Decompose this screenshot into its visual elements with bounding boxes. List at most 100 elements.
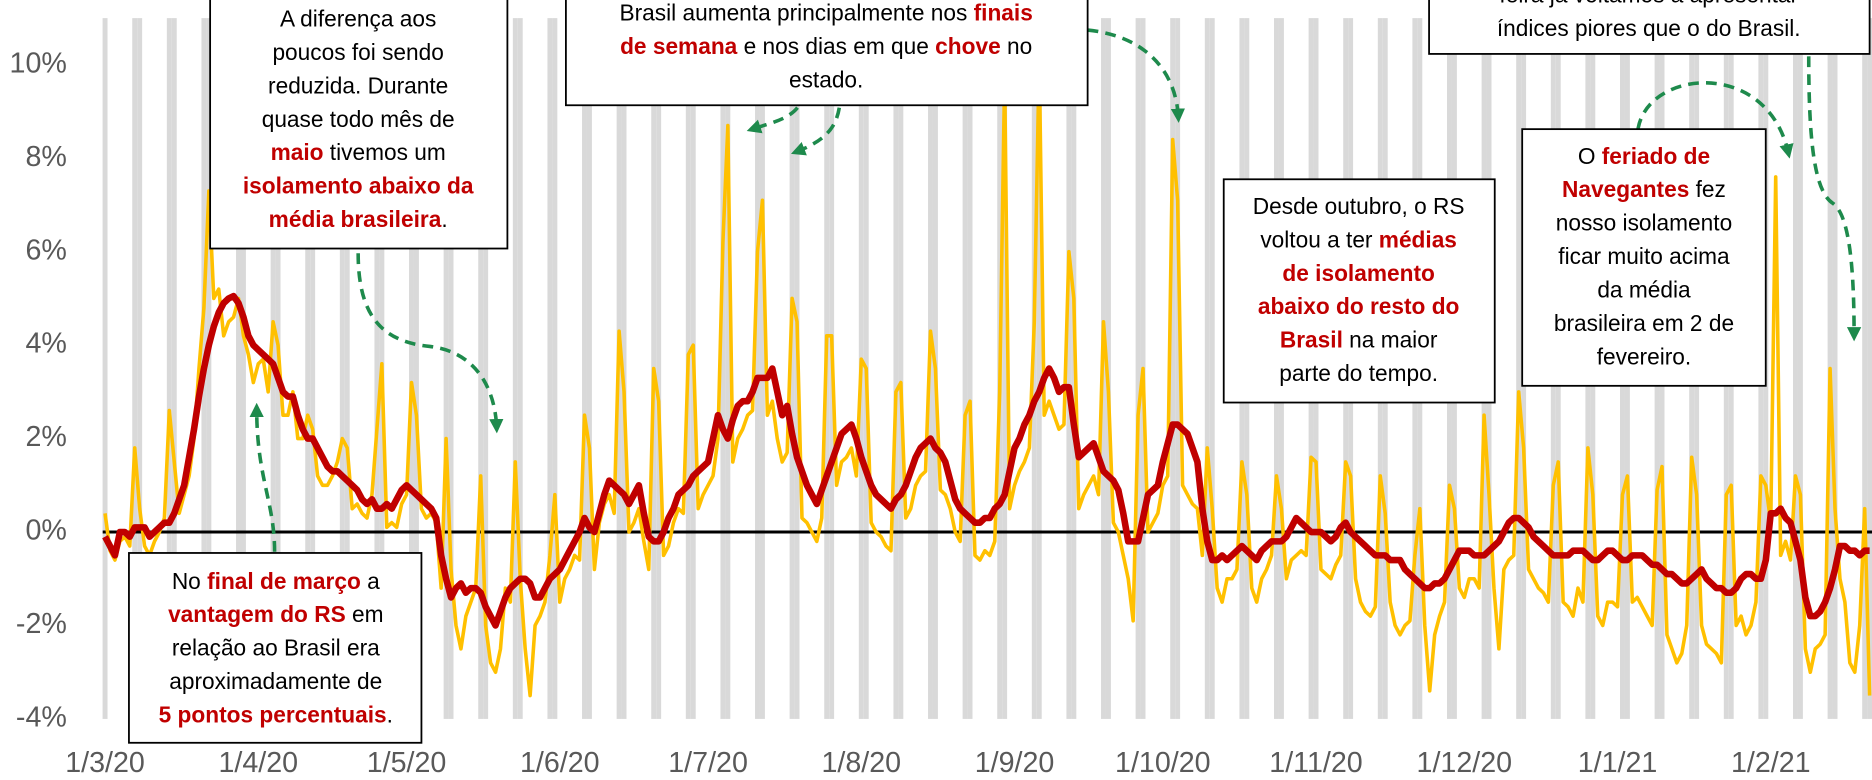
weekend-band <box>310 18 316 719</box>
weekend-band <box>1175 18 1181 719</box>
weekend-band <box>413 18 419 719</box>
annotation-text: brasileira em 2 de <box>1554 310 1734 336</box>
annotation-line: Brasil aumenta principalmente nos finais <box>619 0 1032 26</box>
arrows <box>249 28 1862 552</box>
annotation-text: . <box>387 702 393 728</box>
weekend-band <box>1209 18 1215 719</box>
annotation-text: fevereiro. <box>1597 343 1692 369</box>
weekend-band <box>1170 18 1176 719</box>
annotation-line: reduzida. Durante <box>268 72 448 98</box>
annotation-line: da média <box>1597 276 1691 302</box>
arrow <box>1636 81 1794 159</box>
annotation-line: Navegantes fez <box>1562 176 1726 202</box>
annotation-text: Desde outubro, o RS <box>1253 193 1465 219</box>
weekend-band <box>789 18 795 719</box>
annotation-line: nosso isolamento <box>1556 210 1732 236</box>
weekend-band <box>1516 18 1522 719</box>
annotation-line: maio tivemos um <box>271 139 446 165</box>
weekend-band <box>1204 18 1210 719</box>
weekend-band <box>137 18 143 719</box>
annotation-line: A diferença aos <box>280 5 436 31</box>
x-tick-label: 1/4/20 <box>218 747 298 779</box>
annotation-line: brasileira em 2 de <box>1554 310 1734 336</box>
annotation-line: de semana e nos dias em que chove no <box>620 33 1032 59</box>
annotation-box <box>209 0 509 250</box>
annotation-text: isolamento abaixo da <box>243 173 474 199</box>
annotation-line: isolamento abaixo da <box>243 173 474 199</box>
annotation-text: Brasil aumenta principalmente nos <box>619 0 973 26</box>
weekend-band <box>171 18 177 719</box>
annotation-text: poucos foi sendo <box>272 39 443 65</box>
annotation-text: Brasil <box>1280 327 1343 353</box>
y-tick-label: -2% <box>16 608 67 640</box>
annotation-text: final de março <box>207 568 361 594</box>
weekend-band <box>621 18 627 719</box>
weekend-band <box>102 18 108 719</box>
annotation-text: feira já voltamos a apresentar <box>1499 0 1798 8</box>
annotation-text: média brasileira <box>269 206 442 232</box>
annotation-text: O <box>1578 143 1602 169</box>
annotation-text: na maior <box>1343 327 1438 353</box>
weekend-band <box>967 18 973 719</box>
x-tick-label: 1/6/20 <box>520 747 600 779</box>
annotation-box <box>128 552 423 744</box>
weekend-band <box>409 18 414 719</box>
annotation-text: médias <box>1379 226 1457 252</box>
annotation-text: nosso isolamento <box>1556 210 1732 236</box>
weekend-band <box>1031 18 1037 719</box>
weekend-band <box>1036 18 1042 719</box>
x-tick-label: 1/1/21 <box>1578 747 1658 779</box>
weekend-band <box>132 18 138 719</box>
annotation-line: abaixo do resto do <box>1258 293 1460 319</box>
annotation-text: da média <box>1597 276 1691 302</box>
weekend-band <box>1793 18 1798 719</box>
annotation-text: quase todo mês de <box>262 106 455 132</box>
annotation-text: ficar muito acima <box>1558 243 1730 269</box>
x-tick-label: 1/7/20 <box>668 747 748 779</box>
annotation-line: No final de março a <box>172 568 380 594</box>
arrow <box>1806 56 1862 342</box>
x-tick-label: 1/5/20 <box>367 747 447 779</box>
weekend-band <box>552 18 558 719</box>
weekend-band <box>725 18 731 719</box>
weekend-band <box>898 18 904 719</box>
y-tick-label: 0% <box>25 515 66 547</box>
weekend-band <box>512 18 518 719</box>
annotation-line: de isolamento <box>1282 260 1434 286</box>
annotation-line: Desde outubro, o RS <box>1253 193 1465 219</box>
weekend-band <box>374 18 380 719</box>
annotation-line: média brasileira. <box>269 206 448 232</box>
x-tick-label: 1/2/21 <box>1731 747 1811 779</box>
annotation-line: estado. <box>789 66 863 92</box>
annotation-line: O feriado de <box>1578 143 1710 169</box>
weekend-band <box>1867 18 1872 719</box>
annotation-text: . <box>441 206 447 232</box>
weekend-band <box>893 18 899 719</box>
weekend-band <box>547 18 553 719</box>
weekend-band <box>1797 18 1803 719</box>
arrow <box>790 107 842 156</box>
annotation-text: tivemos um <box>324 139 446 165</box>
weekend-band <box>962 18 968 719</box>
x-tick-label: 1/11/20 <box>1269 747 1362 779</box>
annotation-line: vantagem do RS em <box>168 601 383 627</box>
annotation-box <box>1222 178 1496 404</box>
annotation-text: Navegantes <box>1562 176 1689 202</box>
annotation-text: No <box>172 568 207 594</box>
weekend-band <box>582 18 587 719</box>
annotation-line: feira já voltamos a apresentar <box>1499 0 1798 8</box>
annotation-text: vantagem do RS <box>168 601 346 627</box>
annotation-text: abaixo do resto do <box>1258 293 1460 319</box>
weekend-band <box>759 18 765 719</box>
weekend-band <box>483 18 489 719</box>
weekend-band <box>448 18 454 719</box>
arrow <box>1087 28 1186 123</box>
y-tick-label: -4% <box>16 701 67 733</box>
x-tick-label: 1/9/20 <box>975 747 1055 779</box>
annotation-text: a <box>361 568 380 594</box>
annotation-text: aproximadamente de <box>169 668 382 694</box>
weekend-band <box>240 18 246 719</box>
annotation-text: estado. <box>789 66 863 92</box>
annotation-text: A diferença aos <box>280 5 436 31</box>
